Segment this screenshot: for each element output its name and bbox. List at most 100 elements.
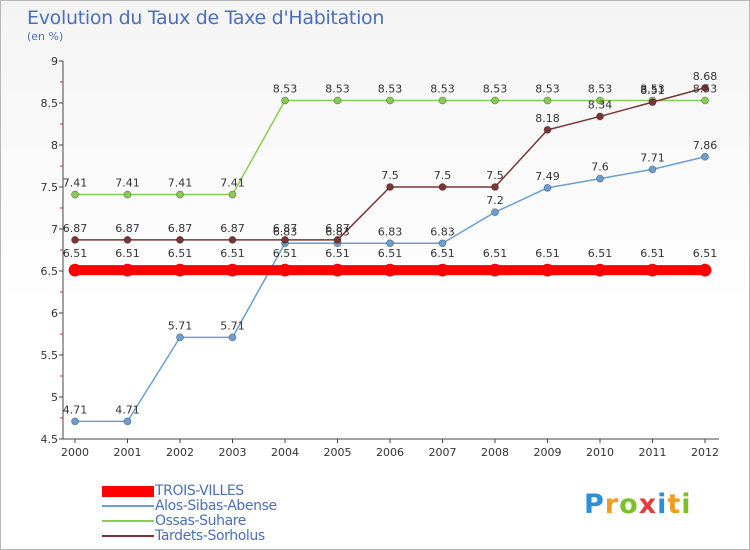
data-label-trois-villes: 6.51	[63, 247, 88, 260]
data-label-trois-villes: 6.51	[115, 247, 140, 260]
data-point-alos-sibas-abense	[491, 208, 499, 217]
data-label-trois-villes: 6.51	[588, 247, 613, 260]
y-tick-label: 5.5	[41, 349, 59, 362]
data-point-alos-sibas-abense	[648, 165, 657, 174]
y-tick-label: 9	[51, 55, 58, 68]
logo-letter: i	[681, 489, 692, 520]
data-point-tardets-sorholus	[333, 236, 342, 244]
data-label-trois-villes: 6.51	[535, 247, 560, 260]
data-point-alos-sibas-abense	[123, 417, 132, 426]
logo-letter: P	[584, 489, 605, 520]
legend-label: Ossas-Suhare	[155, 513, 247, 529]
data-label-tardets-sorholus: 6.87	[220, 222, 245, 235]
data-label-trois-villes: 6.51	[378, 247, 403, 260]
logo-letter: x	[638, 489, 658, 520]
data-label-trois-villes: 6.51	[325, 247, 350, 260]
data-point-tardets-sorholus	[596, 112, 604, 121]
y-tick-label: 4.5	[41, 433, 59, 446]
x-tick-label: 2008	[481, 446, 509, 459]
data-label-tardets-sorholus: 8.18	[535, 112, 560, 125]
data-label-alos-sibas-abense: 5.71	[220, 319, 245, 332]
x-tick-label: 2006	[376, 446, 404, 459]
legend-swatch	[102, 485, 154, 497]
data-label-tardets-sorholus: 6.87	[273, 222, 298, 235]
data-point-ossas-suhare	[281, 96, 289, 105]
data-point-trois-villes	[488, 263, 502, 277]
data-point-ossas-suhare	[71, 190, 79, 199]
data-label-tardets-sorholus: 7.5	[381, 169, 399, 182]
x-tick-label: 2001	[114, 446, 142, 459]
chart-subtitle: (en %)	[27, 30, 64, 43]
data-label-ossas-suhare: 8.53	[378, 82, 403, 95]
data-label-tardets-sorholus: 6.87	[63, 222, 88, 235]
data-point-alos-sibas-abense	[596, 174, 604, 183]
x-tick-label: 2005	[324, 446, 352, 459]
data-label-trois-villes: 6.51	[273, 247, 298, 260]
data-point-trois-villes	[436, 263, 449, 277]
data-point-alos-sibas-abense	[438, 239, 447, 248]
data-label-trois-villes: 6.51	[430, 247, 455, 260]
data-point-ossas-suhare	[438, 96, 447, 105]
data-point-tardets-sorholus	[386, 183, 394, 191]
data-point-tardets-sorholus	[701, 83, 709, 92]
data-label-tardets-sorholus: 6.87	[168, 222, 193, 235]
data-point-trois-villes	[121, 263, 134, 277]
x-tick-label: 2007	[429, 446, 457, 459]
data-point-alos-sibas-abense	[71, 417, 79, 426]
data-label-tardets-sorholus: 7.5	[486, 169, 504, 182]
data-point-ossas-suhare	[228, 190, 237, 199]
data-label-alos-sibas-abense: 7.49	[535, 170, 560, 183]
data-point-trois-villes	[68, 263, 82, 277]
data-label-alos-sibas-abense: 6.83	[378, 225, 403, 238]
data-label-tardets-sorholus: 8.51	[640, 84, 665, 97]
data-label-alos-sibas-abense: 7.6	[591, 161, 609, 174]
data-label-trois-villes: 6.51	[483, 247, 508, 260]
y-tick-label: 7.5	[41, 181, 59, 194]
data-label-ossas-suhare: 7.41	[63, 177, 88, 190]
data-point-trois-villes	[226, 263, 239, 277]
x-tick-label: 2004	[271, 446, 299, 459]
data-label-trois-villes: 6.51	[693, 247, 718, 260]
logo-letter: t	[667, 489, 682, 520]
data-point-ossas-suhare	[176, 190, 184, 199]
data-point-alos-sibas-abense	[543, 183, 552, 192]
data-point-ossas-suhare	[386, 96, 394, 105]
data-point-trois-villes	[698, 263, 712, 277]
proxiti-logo: Proxiti	[584, 489, 692, 520]
logo-letter: r	[604, 489, 620, 520]
data-point-ossas-suhare	[333, 96, 342, 105]
data-label-alos-sibas-abense: 7.2	[486, 194, 504, 207]
x-tick-label: 2009	[534, 446, 562, 459]
data-label-trois-villes: 6.51	[640, 247, 665, 260]
data-label-alos-sibas-abense: 4.71	[115, 403, 140, 416]
data-label-ossas-suhare: 8.53	[273, 82, 298, 95]
data-label-alos-sibas-abense: 4.71	[63, 403, 88, 416]
data-label-tardets-sorholus: 7.5	[434, 169, 452, 182]
data-point-alos-sibas-abense	[386, 239, 394, 248]
data-point-trois-villes	[646, 263, 659, 277]
data-point-tardets-sorholus	[71, 236, 79, 244]
data-point-tardets-sorholus	[648, 98, 657, 107]
x-tick-label: 2012	[691, 446, 719, 459]
y-tick-label: 7	[51, 223, 58, 236]
data-point-tardets-sorholus	[123, 236, 132, 244]
legend-swatch	[102, 520, 154, 522]
data-point-tardets-sorholus	[281, 236, 289, 244]
data-label-tardets-sorholus: 6.87	[115, 222, 140, 235]
data-point-trois-villes	[173, 263, 187, 277]
data-point-tardets-sorholus	[543, 125, 552, 134]
data-label-ossas-suhare: 7.41	[220, 177, 245, 190]
x-tick-label: 2011	[639, 446, 667, 459]
data-label-ossas-suhare: 8.53	[325, 82, 350, 95]
data-label-ossas-suhare: 8.53	[588, 82, 613, 95]
data-point-alos-sibas-abense	[701, 152, 709, 161]
data-label-alos-sibas-abense: 6.83	[273, 225, 298, 238]
data-point-trois-villes	[331, 263, 344, 277]
y-tick-label: 6	[51, 307, 58, 320]
x-tick-label: 2000	[61, 446, 89, 459]
data-label-alos-sibas-abense: 6.83	[325, 225, 350, 238]
data-label-ossas-suhare: 8.53	[430, 82, 455, 95]
data-point-ossas-suhare	[543, 96, 552, 105]
